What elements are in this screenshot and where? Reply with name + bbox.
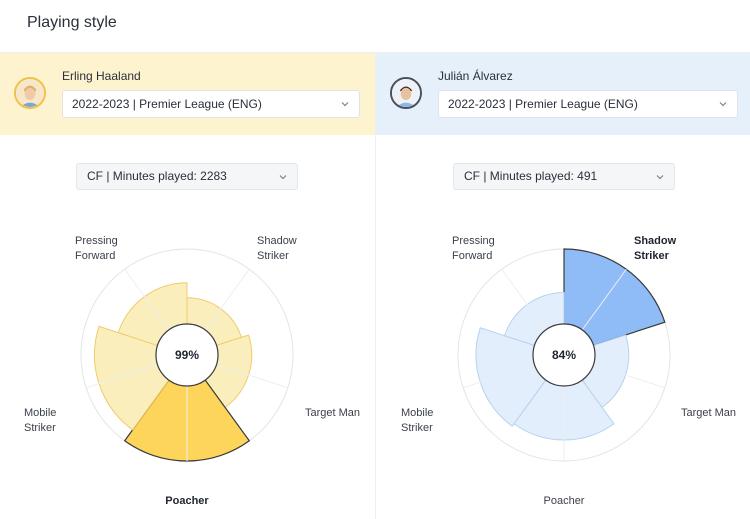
radar-spoke — [593, 364, 665, 389]
label-shadow-striker-2: Striker — [634, 250, 670, 262]
player-photo-icon — [392, 79, 420, 107]
label-target-man: Target Man — [681, 407, 736, 419]
player-name: Julián Álvarez — [438, 69, 513, 83]
label-shadow-striker-2: Striker — [257, 250, 289, 262]
player-photo-icon — [16, 79, 44, 107]
label-mobile-striker-1: Mobile — [401, 407, 433, 419]
label-poacher: Poacher — [165, 495, 209, 507]
label-shadow-striker-1: Shadow — [257, 235, 297, 247]
panel-divider — [375, 53, 376, 519]
season-select[interactable]: 2022-2023 | Premier League (ENG) — [438, 90, 738, 118]
player-name: Erling Haaland — [62, 69, 141, 83]
position-select-value: CF | Minutes played: 2283 — [87, 169, 227, 183]
label-pressing-forward-2: Forward — [75, 250, 115, 262]
label-target-man: Target Man — [305, 407, 360, 419]
player-panel-alvarez: Julián Álvarez 2022-2023 | Premier Leagu… — [376, 53, 750, 519]
page-title: Playing style — [27, 14, 117, 31]
playing-style-radar: 99% Pressing Forward Shadow Striker Targ… — [24, 235, 360, 507]
center-score: 99% — [175, 348, 199, 362]
center-score: 84% — [552, 348, 576, 362]
chevron-down-icon — [656, 175, 664, 180]
label-mobile-striker-2: Striker — [401, 422, 433, 434]
label-pressing-forward-1: Pressing — [75, 235, 118, 247]
radar-spoke — [204, 268, 250, 331]
chevron-down-icon — [341, 102, 349, 107]
player-panel-haaland: Erling Haaland 2022-2023 | Premier Leagu… — [0, 53, 375, 519]
radar-spoke — [216, 364, 288, 389]
radar-spoke — [581, 268, 627, 331]
label-shadow-striker-1: Shadow — [634, 235, 677, 247]
position-select-value: CF | Minutes played: 491 — [464, 169, 598, 183]
chevron-down-icon — [719, 102, 727, 107]
player-avatar — [390, 77, 422, 109]
season-select[interactable]: 2022-2023 | Premier League (ENG) — [62, 90, 360, 118]
season-select-value: 2022-2023 | Premier League (ENG) — [448, 97, 638, 111]
player-header: Erling Haaland 2022-2023 | Premier Leagu… — [0, 53, 375, 135]
center-circle — [155, 323, 219, 387]
position-select[interactable]: CF | Minutes played: 2283 — [76, 163, 298, 190]
label-pressing-forward-2: Forward — [452, 250, 492, 262]
playing-style-radar: 84% Pressing Forward Shadow Striker Targ… — [401, 235, 736, 507]
radar-spoke — [501, 268, 547, 331]
label-mobile-striker-1: Mobile — [24, 407, 56, 419]
radar-spokes — [86, 268, 288, 461]
season-select-value: 2022-2023 | Premier League (ENG) — [72, 97, 262, 111]
label-pressing-forward-1: Pressing — [452, 235, 495, 247]
radar-spoke — [124, 268, 170, 331]
position-select[interactable]: CF | Minutes played: 491 — [453, 163, 675, 190]
section-header: Playing style — [0, 0, 750, 53]
radar-spokes — [463, 268, 665, 461]
center-circle — [532, 323, 596, 387]
radar-spoke — [86, 364, 158, 389]
player-header: Julián Álvarez 2022-2023 | Premier Leagu… — [376, 53, 750, 135]
label-poacher: Poacher — [544, 495, 585, 507]
radar-spoke — [463, 364, 535, 389]
player-avatar — [14, 77, 46, 109]
chevron-down-icon — [279, 175, 287, 180]
label-mobile-striker-2: Striker — [24, 422, 56, 434]
